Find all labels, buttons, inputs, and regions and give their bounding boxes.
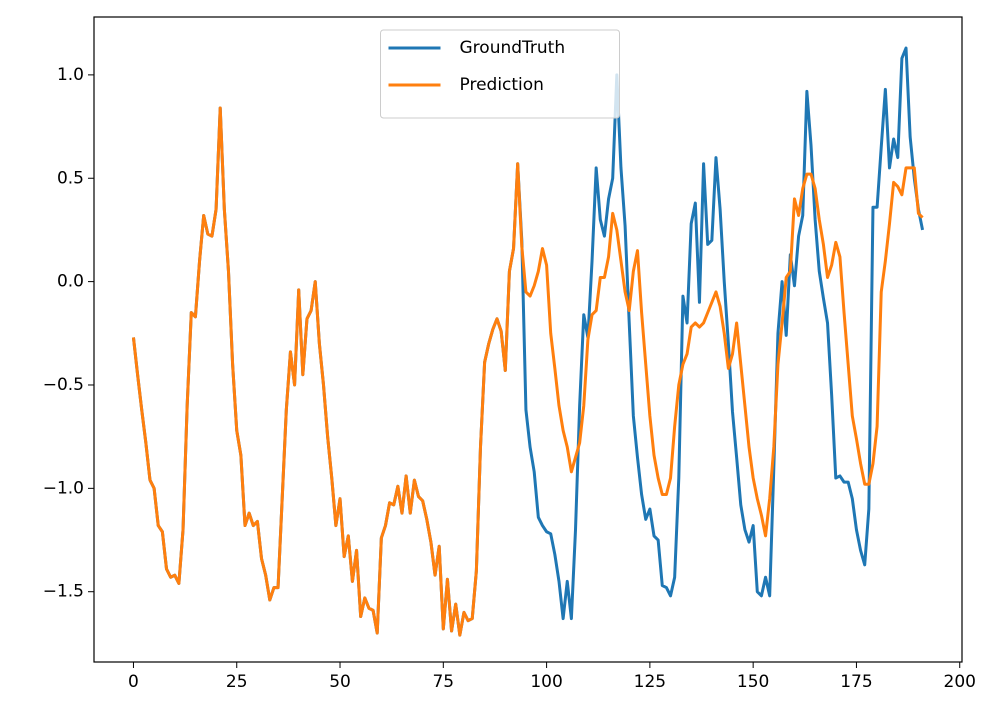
y-tick-label: −0.5 (43, 375, 84, 395)
x-tick-label: 125 (634, 672, 666, 692)
x-tick-label: 50 (329, 672, 351, 692)
x-tick-label: 75 (432, 672, 454, 692)
legend-box (380, 29, 620, 119)
legend: GroundTruth Prediction (380, 29, 620, 119)
series-line (131, 106, 924, 637)
y-tick-label: −1.5 (43, 582, 84, 602)
y-tick-label: 0.5 (57, 168, 84, 188)
x-tick-label: 200 (944, 672, 976, 692)
series-line (131, 46, 925, 637)
x-tick-label: 0 (128, 672, 139, 692)
y-tick-label: 0.0 (57, 272, 84, 292)
x-tick-label: 25 (226, 672, 248, 692)
x-tick-label: 100 (530, 672, 562, 692)
x-tick-label: 150 (737, 672, 769, 692)
x-tick-label: 175 (840, 672, 872, 692)
plot-frame (93, 16, 963, 663)
legend-label: Prediction (460, 75, 544, 95)
y-tick-label: 1.0 (57, 65, 84, 85)
y-tick-label: −1.0 (43, 478, 84, 498)
legend-label: GroundTruth (460, 38, 566, 58)
